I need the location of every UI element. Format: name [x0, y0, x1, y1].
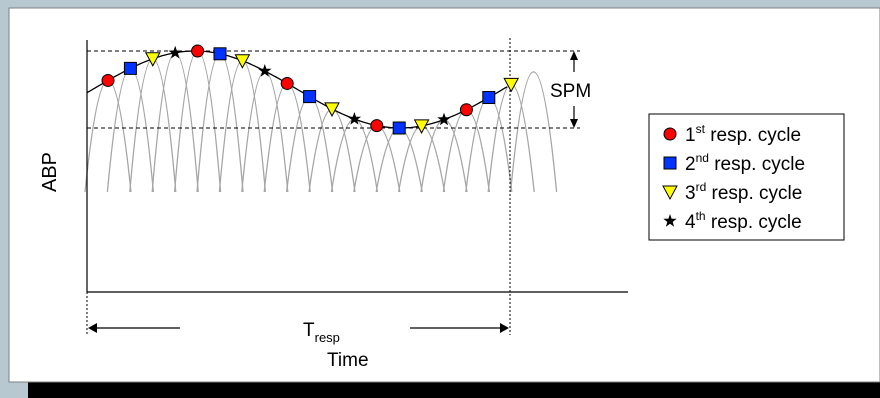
marker-star: [258, 64, 272, 77]
spm-arrows: [570, 51, 578, 128]
marker-square: [392, 121, 406, 135]
marker-square: [303, 90, 317, 104]
legend-star-icon: [663, 214, 677, 227]
legend-text: resp. cycle: [706, 212, 802, 233]
legend-text: resp. cycle: [705, 125, 801, 146]
marker-star: [168, 45, 182, 59]
legend-number: 4: [685, 212, 696, 233]
legend-item-label: 2nd resp. cycle: [685, 151, 805, 175]
marker-triangle: [503, 77, 520, 93]
marker-square: [213, 47, 227, 61]
x-axis-label: Time: [327, 350, 369, 371]
period-arrows: [88, 323, 509, 333]
legend-ordinal-suffix: nd: [696, 151, 709, 165]
bottom-black-band: [28, 378, 880, 398]
marker-circle: [191, 44, 205, 58]
legend-triangle-icon: [662, 185, 678, 201]
legend-ordinal-suffix: rd: [696, 180, 707, 194]
marker-circle: [280, 76, 294, 90]
legend-square-icon: [663, 156, 677, 170]
marker-circle: [370, 119, 384, 133]
marker-star: [347, 112, 362, 125]
marker-square: [123, 61, 137, 75]
marker-circle: [459, 103, 473, 117]
period-label-main: T: [303, 320, 315, 341]
cycle-markers: [101, 44, 520, 135]
period-label-sub: resp: [315, 330, 340, 345]
marker-circle: [101, 73, 115, 87]
marker-triangle: [324, 102, 340, 117]
legend-item-label: 4th resp. cycle: [685, 209, 802, 233]
spm-label: SPM: [550, 81, 591, 102]
legend-number: 3: [685, 183, 696, 204]
marker-square: [482, 91, 496, 105]
legend-number: 2: [685, 154, 696, 175]
legend-item-label: 3rd resp. cycle: [685, 180, 802, 204]
legend-number: 1: [685, 125, 696, 146]
y-axis-label: ABP: [39, 152, 61, 192]
legend-circle-icon: [663, 127, 677, 141]
legend-ordinal-suffix: st: [696, 122, 706, 136]
marker-triangle: [234, 54, 251, 69]
pulse-arch: [509, 71, 558, 193]
legend-text: resp. cycle: [706, 183, 802, 204]
marker-triangle: [413, 119, 430, 134]
legend-box: [648, 113, 845, 241]
legend-text: resp. cycle: [709, 154, 805, 175]
marker-star: [437, 112, 451, 126]
marker-triangle: [144, 52, 161, 67]
period-label: Tresp: [303, 320, 340, 345]
legend-item-label: 1st resp. cycle: [685, 122, 801, 146]
legend-ordinal-suffix: th: [696, 209, 706, 223]
